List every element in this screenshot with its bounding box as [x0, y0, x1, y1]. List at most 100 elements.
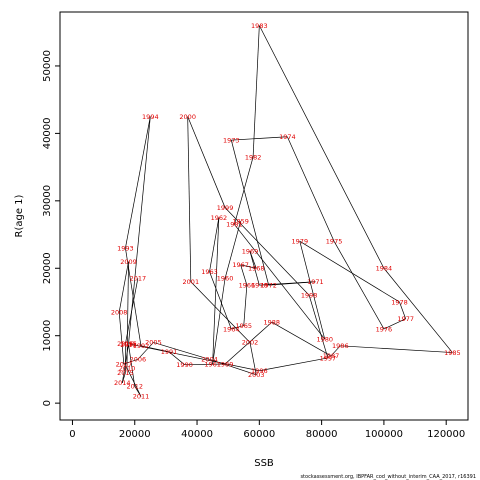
path-segment	[287, 136, 335, 242]
path-segment	[128, 343, 260, 372]
year-label: 1963	[201, 268, 218, 276]
path-segment	[249, 251, 260, 286]
year-label: 2009	[120, 258, 137, 266]
year-label: 1964	[223, 325, 240, 333]
year-label: 1996	[251, 367, 268, 375]
year-label: 1977	[397, 315, 414, 323]
path-segment	[268, 281, 316, 286]
year-label: 1980	[316, 335, 333, 343]
path-segment	[330, 345, 341, 357]
plot-frame	[59, 11, 469, 421]
year-label: 2002	[242, 339, 259, 347]
year-label: 1970	[251, 281, 268, 289]
x-tick-label: 0	[69, 429, 75, 440]
year-label: 2008	[111, 308, 128, 316]
year-label: 1987	[323, 352, 340, 360]
path-segment	[234, 156, 254, 225]
path-segment	[128, 344, 136, 387]
year-label: 1976	[376, 325, 393, 333]
year-label: 1972	[260, 281, 277, 289]
x-tick-label: 120000	[427, 429, 465, 440]
path-segment	[340, 345, 453, 353]
year-label: 1965	[235, 322, 252, 330]
year-label: 1990	[176, 361, 193, 369]
path-segment	[399, 301, 407, 319]
y-tick-label: 10000	[42, 320, 53, 352]
path-segment	[252, 25, 260, 158]
year-label: 2012	[126, 383, 143, 391]
path-segment	[243, 285, 248, 326]
path-segment	[383, 268, 453, 353]
year-label: 1968	[248, 265, 265, 273]
path-segment	[299, 240, 400, 303]
year-label: 1966	[239, 281, 256, 289]
year-label: 2001	[183, 278, 200, 286]
path-segment	[184, 363, 226, 366]
stock-recruit-path	[118, 25, 453, 397]
year-label: 2005	[145, 339, 162, 347]
year-label: 2015	[117, 369, 134, 377]
year-label: 1962	[211, 214, 228, 222]
path-segment	[212, 278, 226, 365]
path-segment	[134, 386, 142, 397]
path-segment	[231, 136, 288, 141]
x-tick-label: 100000	[365, 429, 403, 440]
path-segment	[383, 318, 406, 330]
year-label: 1960	[217, 275, 234, 283]
year-label: 1989	[217, 360, 234, 368]
path-segment	[299, 241, 326, 340]
year-label: 1991	[161, 348, 178, 356]
path-segment	[224, 321, 273, 365]
year-label: 1982	[245, 153, 262, 161]
path-segment	[234, 224, 326, 340]
footer-source: stockassessment.org, IBPFAR_cod_without_…	[300, 474, 476, 480]
year-label: 2016	[117, 340, 134, 348]
path-segment	[168, 351, 185, 365]
year-label: 1985	[444, 349, 461, 357]
path-segment	[209, 217, 220, 272]
y-tick-label: 40000	[42, 117, 53, 149]
year-label: 1994	[142, 113, 159, 121]
year-label: 2006	[130, 356, 147, 364]
year-label: 1961	[204, 360, 221, 368]
year-label: 2003	[248, 371, 265, 379]
year-label: 1979	[292, 238, 309, 246]
y-axis: 0 10000 20000 30000 40000 50000	[42, 50, 60, 406]
path-segment	[259, 357, 328, 372]
year-label: 2013	[120, 341, 137, 349]
y-tick-label: 30000	[42, 185, 53, 217]
path-segment	[249, 342, 257, 375]
y-tick-label: 20000	[42, 252, 53, 284]
path-segment	[240, 264, 248, 286]
path-segment	[118, 312, 125, 365]
year-label: 1969	[242, 248, 259, 256]
year-label: 1986	[332, 342, 349, 350]
path-segment	[128, 116, 151, 344]
path-segment	[153, 342, 210, 360]
path-segment	[125, 116, 151, 249]
path-segment	[224, 207, 310, 296]
year-label: 1992	[133, 342, 150, 350]
year-label: 1975	[326, 238, 343, 246]
path-segment	[230, 140, 270, 286]
year-label: 1959	[232, 217, 249, 225]
path-segment	[125, 278, 139, 344]
x-tick-label: 20000	[119, 429, 151, 440]
year-label: 1974	[279, 133, 296, 141]
year-label: 2007	[116, 360, 133, 368]
year-label: 1978	[391, 298, 408, 306]
year-label: 1995	[120, 340, 137, 348]
x-axis-title: SSB	[254, 458, 274, 469]
year-label: 1973	[223, 136, 240, 144]
path-segment	[118, 261, 129, 313]
year-label: 1998	[301, 292, 318, 300]
path-segment	[212, 217, 220, 365]
year-label: 2010	[119, 364, 136, 372]
x-axis: 0 20000 40000 60000 80000 100000 120000	[69, 420, 465, 440]
year-label: 2004	[201, 356, 218, 364]
year-label: 2011	[133, 393, 150, 401]
path-segment	[121, 372, 126, 384]
